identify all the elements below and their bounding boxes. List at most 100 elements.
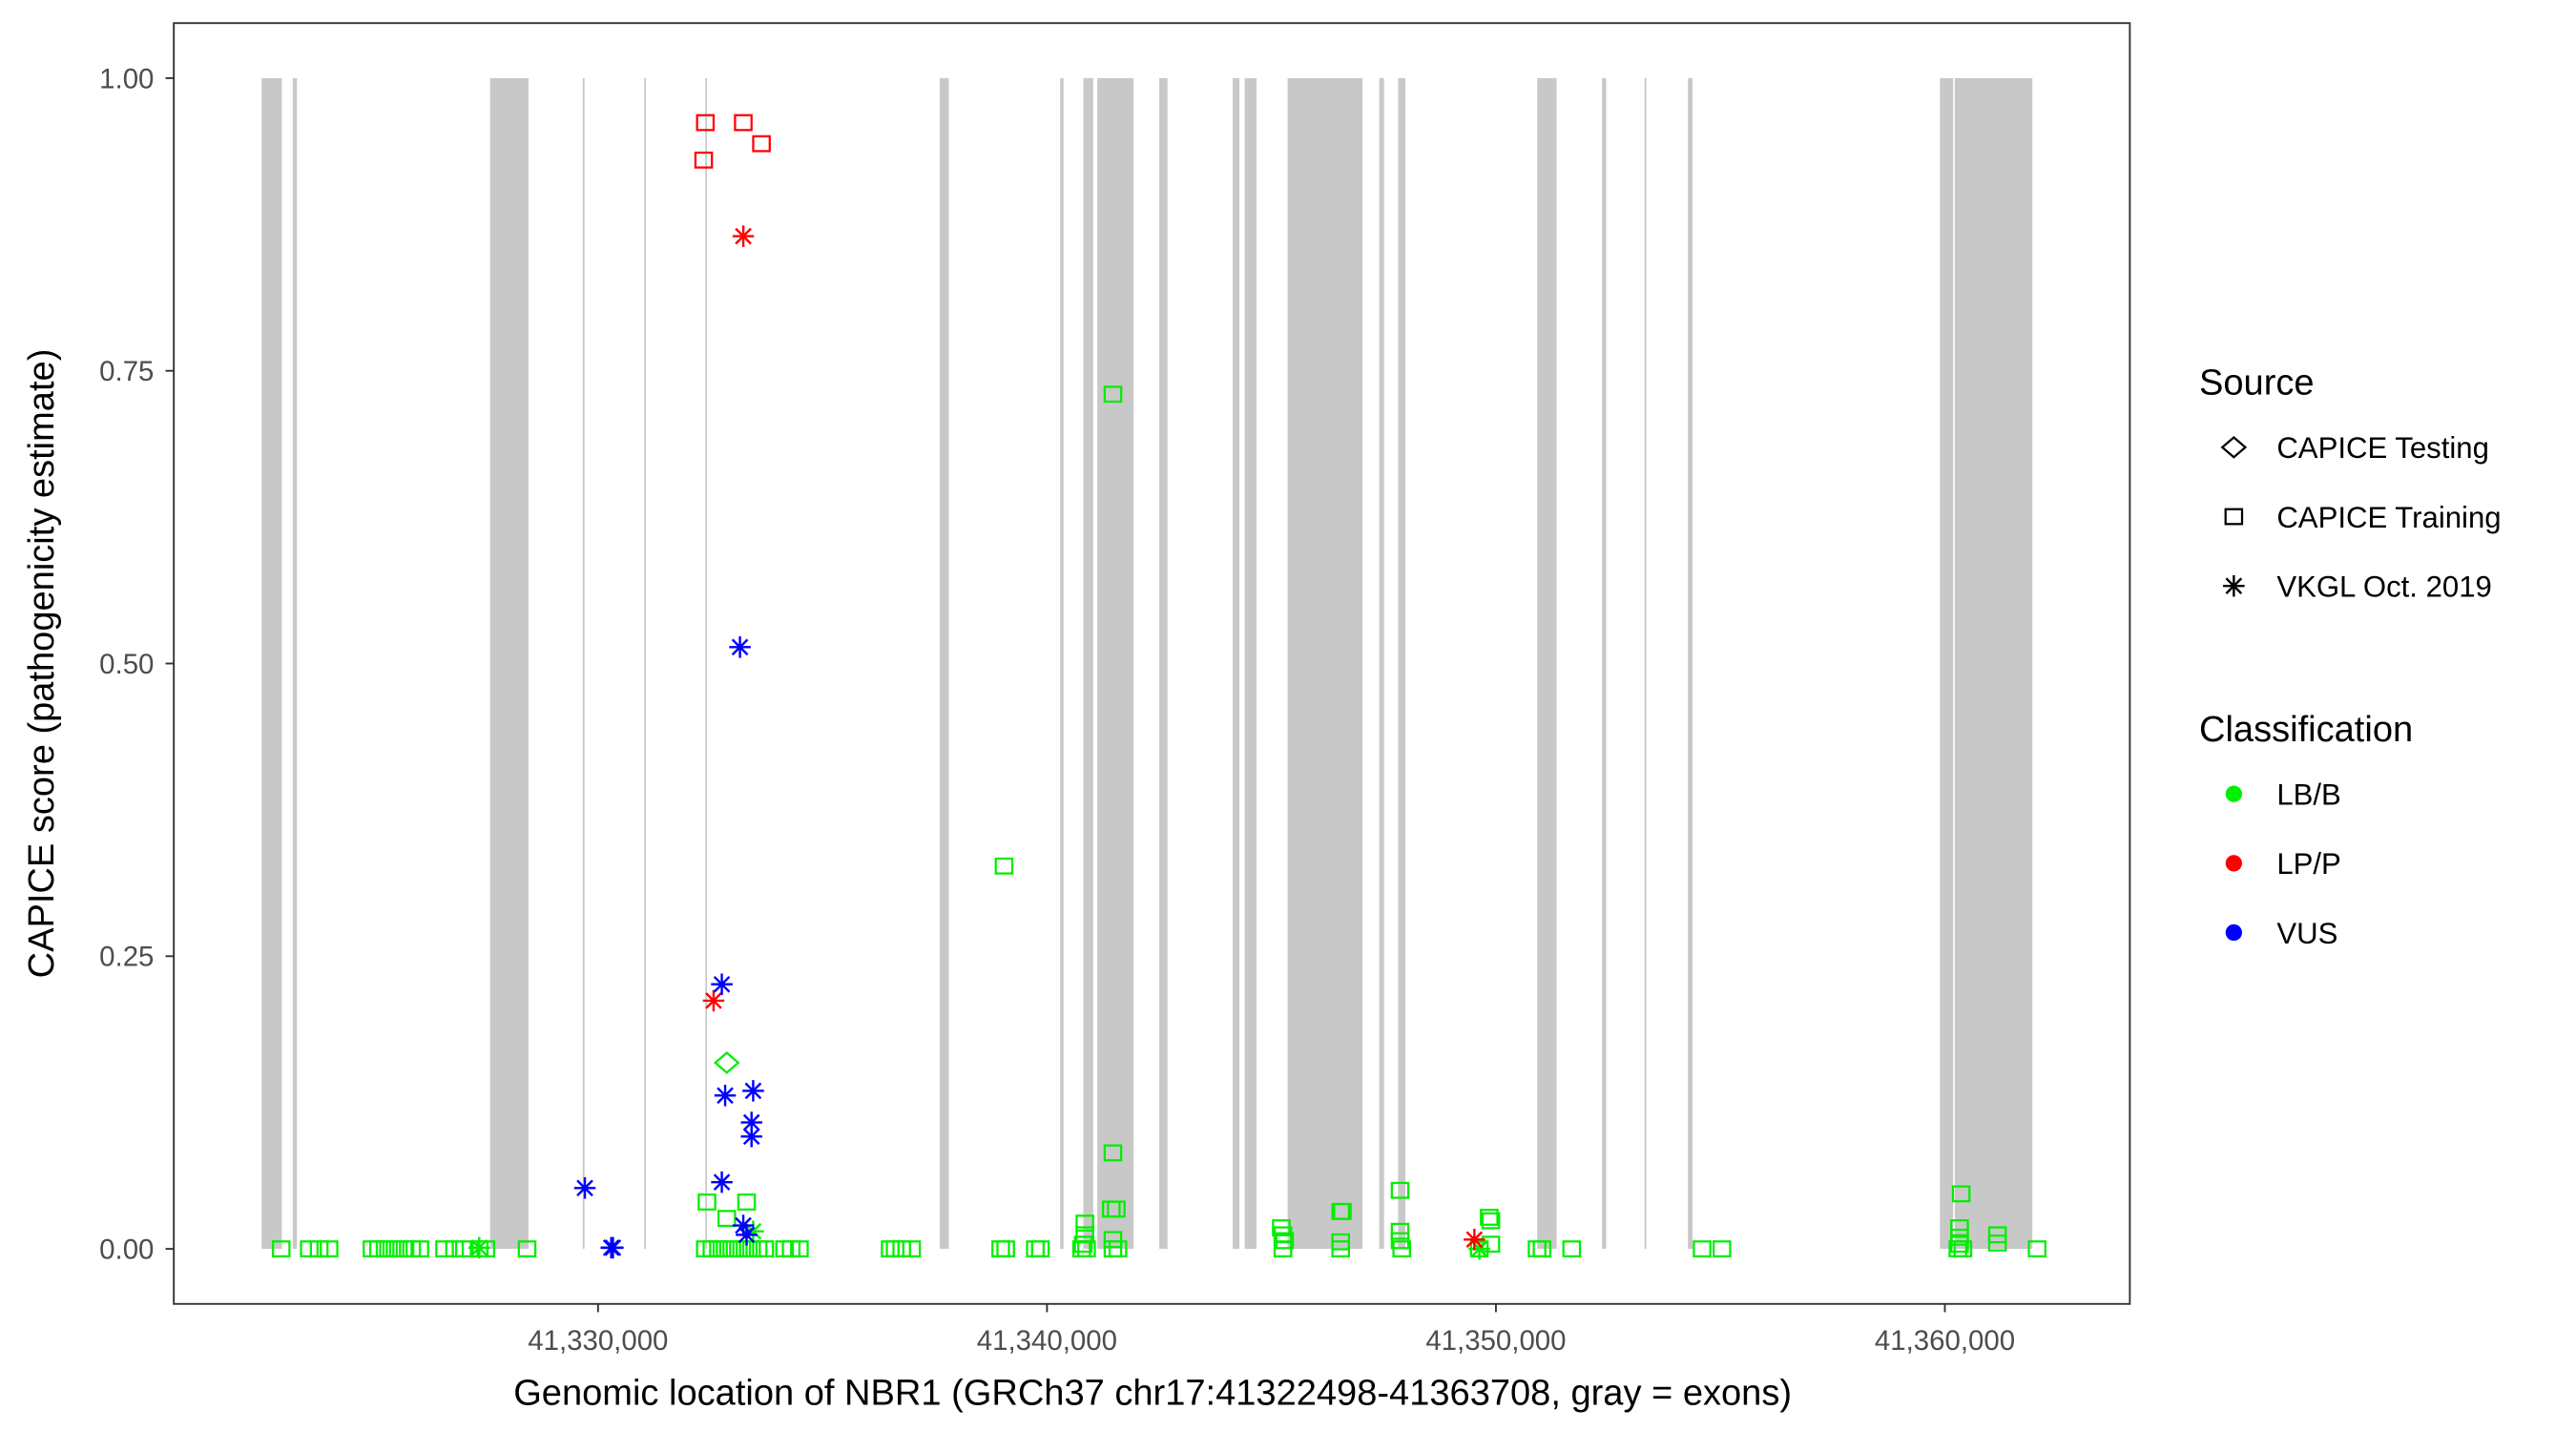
data-point [742,1080,764,1102]
y-tick-label: 0.50 [99,649,154,680]
exon-band [1060,77,1064,1250]
square-marker [1103,385,1123,404]
asterisk-stroke [742,1113,760,1131]
data-point [1390,1222,1410,1240]
square-marker [1273,1240,1293,1258]
legend-source-label: VKGL Oct. 2019 [2276,570,2492,603]
square-marker [734,114,753,132]
data-point [1469,1240,1489,1258]
square-marker [1481,1212,1501,1230]
y-tick-label: 0.25 [99,942,154,973]
data-point [573,1177,596,1199]
data-point [1532,1240,1552,1258]
exon-band [705,77,708,1250]
asterisk-stroke [576,1179,593,1197]
data-point [737,1193,757,1211]
data-point [1030,1240,1050,1258]
data-point [902,1240,922,1258]
asterisk-stroke [713,975,731,993]
legend-key-dot-icon [2225,855,2242,872]
square-marker [1950,1235,1969,1254]
diamond-marker [2220,435,2248,459]
asterisk-stroke [2225,577,2243,594]
data-point [309,1240,329,1258]
exon-band [489,77,530,1250]
square-marker [1331,1240,1351,1258]
asterisk-stroke [1465,1231,1484,1249]
square-marker [1532,1240,1552,1258]
square-marker [1077,1240,1096,1258]
data-point [1987,1234,2007,1252]
square-marker [435,1240,454,1258]
square-marker [752,135,771,153]
square-marker [717,1210,737,1228]
exon-band [1940,77,1954,1250]
square-marker [696,114,716,132]
data-point [445,1240,465,1258]
data-point [1103,385,1123,404]
data-point [1693,1240,1712,1258]
data-point [1077,1240,1096,1258]
square-marker [2027,1240,2046,1258]
data-point [1333,1202,1352,1220]
data-point [697,1193,717,1211]
data-point [1273,1240,1293,1258]
asterisk-stroke [744,1082,762,1100]
data-point [1108,1240,1128,1258]
data-point [1953,1240,1973,1258]
square-marker [1392,1240,1411,1258]
data-point [1075,1214,1094,1233]
legend-key-asterisk-icon [2223,574,2245,597]
y-axis: 0.00 0.25 0.50 0.75 1.00 [99,63,175,1265]
square-marker [1103,1231,1123,1249]
legend-key-diamond-icon [2220,435,2248,459]
data-point [729,636,751,658]
square-marker [1469,1240,1489,1258]
data-point [1481,1235,1501,1254]
square-marker [737,1193,757,1211]
legend-source-label: CAPICE Training [2276,501,2501,534]
square-marker [271,1240,291,1258]
square-marker [1950,1219,1969,1236]
exon-band [644,77,647,1250]
data-point [1331,1240,1351,1258]
exon-band [1097,77,1134,1250]
data-point [790,1240,809,1258]
legend-key-dot-icon [2225,785,2242,802]
exon-band [1537,77,1557,1250]
asterisk-stroke [717,1087,734,1105]
square-marker [2224,508,2244,526]
asterisk-stroke [737,1226,756,1244]
x-axis: 41,330,000 41,340,000 41,350,000 41,360,000 [528,1303,2015,1357]
exon-bands [261,77,2033,1250]
square-marker [410,1240,429,1258]
exon-band [1398,77,1405,1250]
square-marker [320,1240,339,1258]
x-tick-label: 41,330,000 [528,1325,668,1357]
legend-class-title: Classification [2199,710,2413,750]
data-point [410,1240,429,1258]
asterisk-stroke [735,1216,752,1234]
square-marker [1390,1222,1410,1240]
data-point [1713,1240,1732,1258]
square-marker [445,1240,465,1258]
exon-band [1244,77,1257,1250]
exon-band [1379,77,1384,1250]
exon-band [582,77,585,1250]
data-point [711,1171,733,1193]
square-marker [476,1240,495,1258]
square-marker [790,1240,809,1258]
data-point [713,1051,740,1074]
exon-band [1287,77,1363,1250]
exon-band [1083,77,1093,1250]
data-point [1390,1181,1410,1199]
square-marker [1693,1240,1712,1258]
asterisk-stroke [1470,1240,1488,1257]
data-point [740,1126,762,1148]
exon-band [1602,77,1607,1250]
data-point [1107,1200,1126,1218]
data-point [476,1240,495,1258]
square-marker [1951,1185,1971,1203]
data-point [271,1240,291,1258]
